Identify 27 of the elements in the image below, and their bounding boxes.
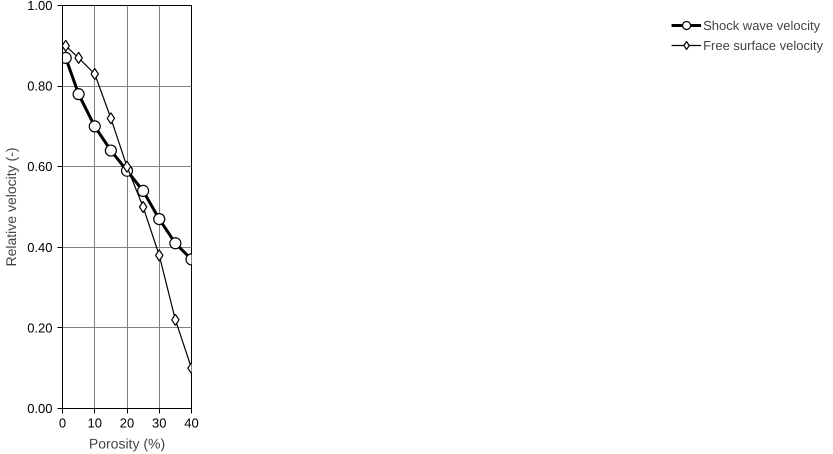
point [122,160,132,173]
point [90,68,100,80]
y-tick-label: 0.80 [27,78,53,94]
point [137,184,150,197]
x-tick-label: 30 [152,416,166,430]
point [72,88,85,100]
legend-label: Free surface velocity [703,38,823,52]
point [104,144,117,157]
point [153,213,166,226]
y-tick-label: 1.00 [27,0,53,13]
point [169,237,182,250]
y-axis-title: Relative velocity (-) [3,147,20,267]
x-tick-label: 10 [88,416,102,430]
y-tick-label: 0.00 [27,401,53,416]
y-tick-label: 0.60 [27,159,53,174]
point [106,112,116,124]
point [154,249,164,262]
point [88,120,101,132]
point [74,52,83,64]
y-tick-label: 0.40 [27,240,53,255]
point [171,314,180,326]
legend-label: Shock wave velocity [703,18,820,32]
x-tick-label: 0 [58,416,66,430]
x-tick-label: 40 [184,416,199,430]
x-axis-title: Porosity (%) [88,436,166,452]
y-tick-label: 0.20 [27,320,53,336]
x-tick-label: 20 [120,416,134,430]
